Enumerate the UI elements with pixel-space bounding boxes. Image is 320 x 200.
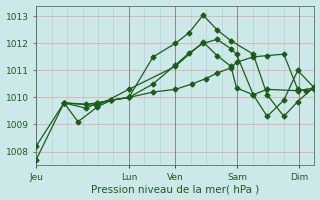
- X-axis label: Pression niveau de la mer( hPa ): Pression niveau de la mer( hPa ): [91, 184, 260, 194]
